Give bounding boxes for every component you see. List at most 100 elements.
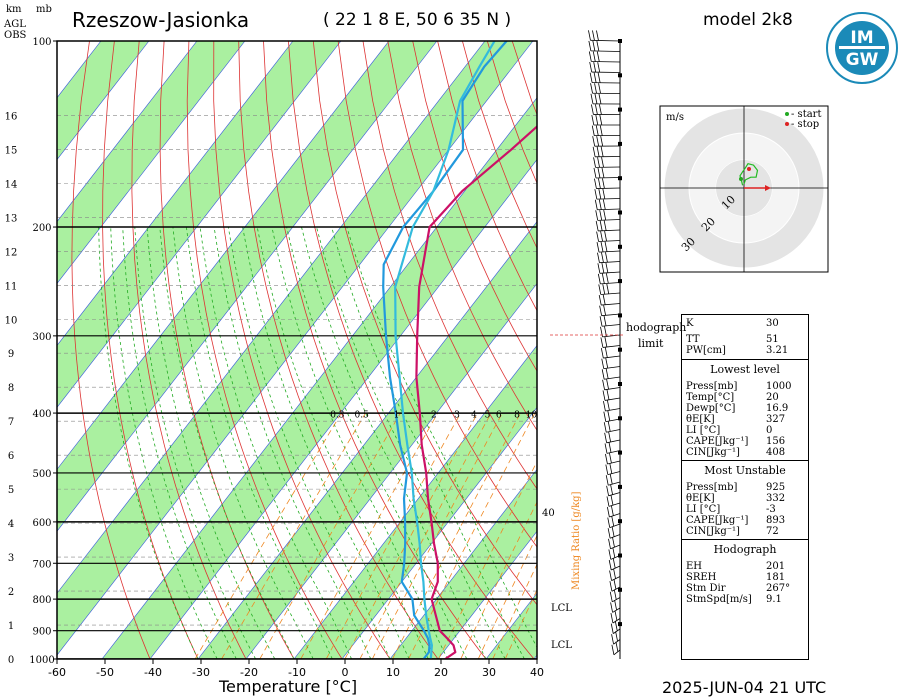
isotherm-lines <box>57 41 537 659</box>
height-km-label: 13 <box>5 213 18 224</box>
wind-barb-feather <box>600 241 604 252</box>
mixing-ratio-value-label: 0.5 <box>354 411 369 421</box>
lowest-level-rows: Press[mb] 1000 Temp[°C] 20 Dewp[°C] 16.9 θE[K]… <box>682 381 808 458</box>
wind-barb-feather <box>608 442 612 453</box>
station-title: Rzeszow-Jasionka <box>72 8 250 32</box>
wind-barb-feather <box>590 93 594 104</box>
wind-barb <box>609 523 621 528</box>
pressure-label: 500 <box>32 469 51 480</box>
datetime-label: 2025-JUN-04 21 UTC <box>662 678 827 697</box>
wind-barb-feather <box>606 389 610 400</box>
mixing-ratio-axis-title: Mixing Ratio [g/kg] <box>571 491 582 590</box>
lowest-level-row: θE[K] 327 <box>682 414 808 425</box>
wind-barb-feather <box>612 558 616 569</box>
pressure-label: 700 <box>32 559 51 570</box>
wind-barb <box>590 50 621 52</box>
wind-barb-feather <box>599 104 602 115</box>
indices-top-section: K 30 TT 51 PW[cm] 3.21 <box>682 315 808 359</box>
wind-barb-feather <box>597 273 601 284</box>
mixing-ratio-value-label: 4 <box>471 411 477 421</box>
wind-barb <box>611 565 621 571</box>
index-value: 30 <box>766 318 779 329</box>
index-name: θE[K] <box>686 414 715 425</box>
wind-barb-feather <box>598 294 602 306</box>
isotherm-line <box>101 97 537 659</box>
height-km-label: 0 <box>8 655 14 666</box>
legend-stop-dot <box>785 122 789 126</box>
wind-barb <box>604 376 621 380</box>
km-unit-label: km <box>6 4 22 15</box>
index-value: 72 <box>766 526 779 537</box>
wind-barb-feather <box>597 72 601 83</box>
wind-level-marker <box>618 210 622 215</box>
x-axis-title: Temperature [°C] <box>219 677 358 696</box>
wind-barb-feather <box>594 178 597 189</box>
wind-barb-feather <box>608 431 612 443</box>
height-km-label: 9 <box>8 349 14 360</box>
isotherm-line <box>57 41 246 285</box>
wind-barb-feather <box>595 114 599 126</box>
wind-barb-feather <box>596 146 600 157</box>
hodograph-index-section: Hodograph EH 201 SREH 181 Stm Dir 267° StmSpd[… <box>682 539 808 605</box>
wind-level-marker <box>618 73 622 78</box>
pressure-label: 200 <box>32 223 51 234</box>
index-name: Temp[°C] <box>686 392 735 403</box>
wind-barb-feather <box>603 400 606 412</box>
hodograph-stop-marker <box>747 167 751 171</box>
x-tick-label: -10 <box>288 666 306 679</box>
wind-barb-feather <box>605 252 608 263</box>
wind-barb-feather <box>607 421 611 432</box>
wind-barb-feather <box>610 612 614 624</box>
wind-barb-feather <box>599 316 603 327</box>
lowest-level-title: Lowest level <box>710 363 780 376</box>
wind-barb-feather <box>597 157 600 168</box>
dry-adiabat <box>186 41 343 659</box>
most-unstable-row: θE[K] 332 <box>682 493 808 504</box>
index-name: CIN[Jkg⁻¹] <box>686 526 740 537</box>
wind-barb-feather <box>600 337 604 348</box>
lowest-level-row: Press[mb] 1000 <box>682 381 808 392</box>
wind-barb-feather <box>603 305 607 316</box>
wind-barb-feather <box>594 199 598 210</box>
most-unstable-row: Press[mb] 925 <box>682 482 808 493</box>
wind-barb-feather <box>602 390 606 401</box>
hodograph-index-row: EH 201 <box>682 561 808 572</box>
wind-barb <box>612 607 621 613</box>
wind-barb-feather <box>605 475 609 486</box>
index-name: LI [°C] <box>686 425 721 436</box>
wind-barb-feather <box>605 368 609 379</box>
wind-barb-feather <box>602 199 606 210</box>
mixing-ratio-value-label: 1 <box>394 411 400 421</box>
height-km-label: 10 <box>5 315 18 326</box>
wind-barb <box>600 292 621 295</box>
index-name: CAPE[Jkg⁻¹] <box>686 515 749 526</box>
mixing-ratio-value-label: 10 <box>526 411 538 421</box>
index-value: 156 <box>766 436 786 447</box>
wind-barb-feather <box>602 379 605 390</box>
wind-barb-feather <box>601 262 605 274</box>
storm-motion-arrowhead <box>765 185 771 191</box>
wind-barb <box>604 387 621 391</box>
wind-barb-feather <box>602 294 606 305</box>
wind-barb-feather <box>604 443 608 454</box>
wind-barb-feather <box>588 40 592 51</box>
wind-barb-feather <box>605 464 609 475</box>
index-row-tt: TT 51 <box>682 334 808 345</box>
isotherm-line <box>293 344 537 659</box>
wind-barb-feather <box>601 273 605 284</box>
wind-barb-feather <box>609 570 612 581</box>
wind-barb-feather <box>609 474 613 485</box>
wind-level-marker <box>618 382 622 386</box>
temperature-profile <box>415 125 537 659</box>
agl-label: AGL <box>4 19 26 30</box>
wind-barb <box>601 303 621 306</box>
isotherm-line <box>57 41 390 470</box>
wind-level-marker <box>618 313 622 318</box>
wind-barb-feather <box>601 252 604 263</box>
wind-barb <box>601 313 621 317</box>
wind-barb-feather <box>592 30 595 41</box>
dry-adiabat <box>387 41 537 431</box>
wind-barb-feather <box>603 209 607 221</box>
